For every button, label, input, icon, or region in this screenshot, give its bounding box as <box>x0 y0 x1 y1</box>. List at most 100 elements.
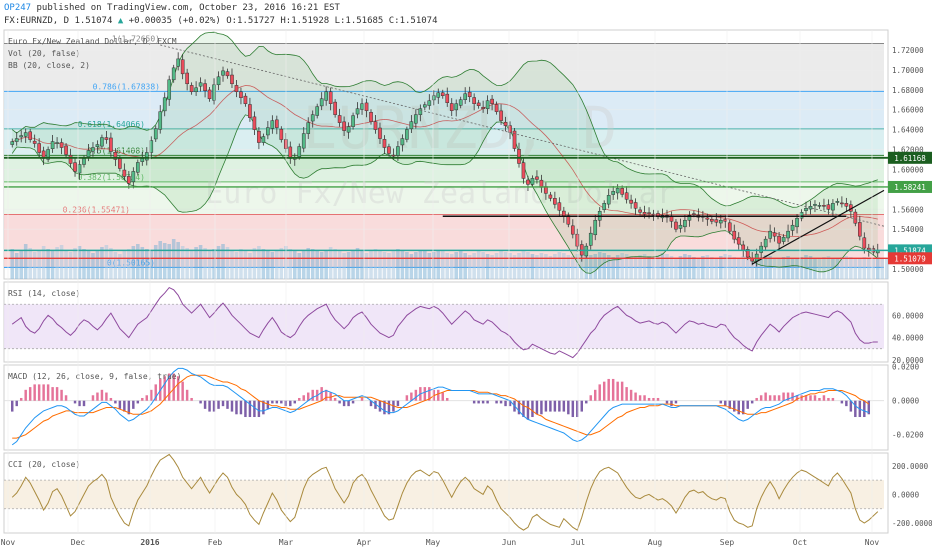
candle-body <box>423 104 427 108</box>
candle-body <box>100 137 104 147</box>
candle-body <box>234 85 239 93</box>
volume-bar <box>171 239 176 279</box>
volume-bar <box>194 247 198 279</box>
candle <box>606 188 611 209</box>
candle-body <box>418 108 423 115</box>
candle-body <box>620 188 624 195</box>
candle-body <box>692 213 696 215</box>
candle-body <box>68 155 73 164</box>
candle-body <box>243 95 248 104</box>
volume-bar <box>41 246 46 279</box>
candle <box>333 99 337 118</box>
volume-bar <box>337 251 342 279</box>
candle <box>185 68 189 91</box>
candle <box>804 201 808 215</box>
x-tick-label: Jun <box>502 538 517 547</box>
candle <box>167 75 172 106</box>
candle-body <box>490 98 494 104</box>
candle-body <box>840 202 844 205</box>
volume-bar <box>319 252 324 279</box>
volume-bar <box>91 253 95 279</box>
candle-body <box>786 230 790 239</box>
y-tick-label: 1.64000 <box>892 126 924 135</box>
volume-bar <box>817 259 822 279</box>
candle-body <box>355 108 360 115</box>
volume-bar <box>458 251 463 279</box>
volume-bar <box>104 245 109 279</box>
price-marker-label: 1.51874 <box>894 246 926 255</box>
volume-bar <box>696 258 701 279</box>
candle-body <box>351 115 355 127</box>
candle <box>239 87 243 105</box>
volume-bar <box>351 250 355 279</box>
candle <box>364 98 369 118</box>
candle <box>328 87 333 111</box>
candle <box>275 115 279 135</box>
candle <box>431 90 436 106</box>
volume-bar <box>14 253 19 279</box>
candle <box>526 175 530 191</box>
volume-bar <box>736 258 741 279</box>
candle <box>786 224 790 243</box>
volume-bar <box>248 253 252 279</box>
candle-body <box>521 162 526 179</box>
volume-bar <box>423 251 427 279</box>
candle-body <box>91 147 95 152</box>
candle-body <box>382 139 387 148</box>
volume-bar <box>261 249 266 279</box>
volume-bar <box>777 259 781 279</box>
candle <box>718 214 723 229</box>
price-marker-box <box>888 244 932 257</box>
volume-bar <box>494 253 499 279</box>
candle <box>221 66 225 82</box>
candle-body <box>55 142 59 144</box>
trendline-descending <box>160 44 885 227</box>
candle <box>710 216 714 225</box>
author-link[interactable]: OP247 <box>4 3 32 13</box>
candle-body <box>346 126 351 133</box>
candle <box>732 224 737 244</box>
price-marker-label: 1.51079 <box>894 254 926 263</box>
candle-body <box>557 202 562 211</box>
volume-bar <box>95 250 100 279</box>
candle-body <box>82 158 86 165</box>
candle-body <box>46 149 50 160</box>
volume-bar <box>364 253 369 279</box>
y-tick-label: -0.0200 <box>892 431 924 440</box>
volume-bar <box>799 257 804 279</box>
candle <box>109 132 113 157</box>
candle-body <box>176 58 180 67</box>
candle <box>28 128 32 143</box>
candle <box>781 234 786 245</box>
volume-bar <box>46 249 50 279</box>
volume-bar <box>32 252 37 279</box>
volume-bar <box>544 254 548 279</box>
volume-bar <box>378 250 382 279</box>
candle <box>629 194 633 209</box>
volume-bar <box>768 256 772 279</box>
volume-bar <box>221 244 225 279</box>
candle <box>360 98 364 115</box>
candle <box>180 54 185 80</box>
candle <box>216 71 221 91</box>
candle <box>203 79 207 98</box>
volume-bar <box>584 253 589 279</box>
candle-body <box>109 137 113 152</box>
candle <box>248 97 252 122</box>
candle-body <box>319 98 324 107</box>
candle <box>176 52 180 71</box>
candle <box>315 103 320 119</box>
candle-body <box>50 141 55 149</box>
x-tick-label: Apr <box>357 538 372 547</box>
candle <box>59 138 64 155</box>
candle-body <box>185 72 189 85</box>
candle-body <box>835 201 840 203</box>
candle-body <box>140 158 145 162</box>
candle-body <box>458 99 463 106</box>
volume-bar <box>624 254 629 279</box>
candle-body <box>678 224 683 229</box>
candle-body <box>252 116 257 130</box>
candle-body <box>826 204 831 210</box>
candle-body <box>149 140 154 153</box>
volume-bar <box>840 257 844 279</box>
